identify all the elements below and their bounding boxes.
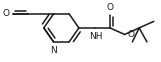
Text: N: N	[50, 46, 57, 55]
Text: NH: NH	[89, 32, 102, 41]
Text: O: O	[106, 3, 114, 12]
Text: O: O	[3, 9, 10, 18]
Text: O: O	[128, 30, 134, 39]
